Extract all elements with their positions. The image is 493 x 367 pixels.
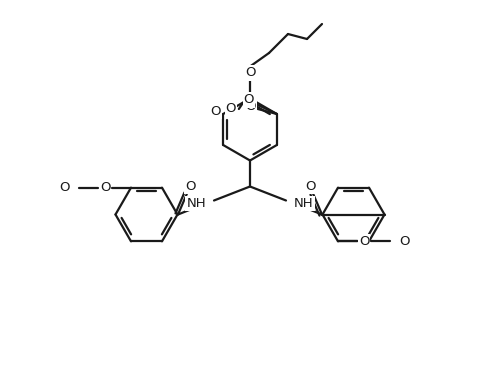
Text: O: O [185, 179, 195, 193]
Text: O: O [100, 181, 110, 194]
Text: NH: NH [294, 197, 314, 210]
Text: O: O [245, 66, 255, 80]
Text: O: O [245, 99, 255, 113]
Text: O: O [399, 235, 410, 248]
Text: O: O [244, 94, 254, 106]
Text: O: O [60, 181, 70, 194]
Text: O: O [226, 102, 236, 115]
Text: O: O [211, 105, 221, 118]
Text: NH: NH [186, 197, 206, 210]
Text: O: O [305, 179, 315, 193]
Text: O: O [359, 235, 369, 248]
